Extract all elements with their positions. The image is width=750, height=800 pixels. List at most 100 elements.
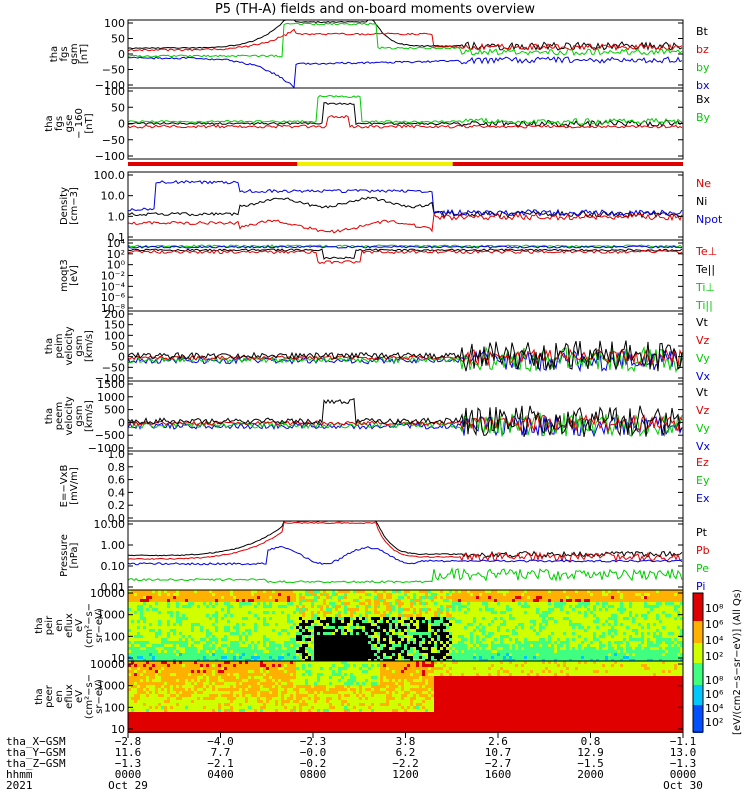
pi-line bbox=[127, 545, 683, 566]
legend-entry: Vy bbox=[696, 422, 710, 435]
legend-entry: Vz bbox=[696, 334, 710, 347]
colorbar-tick: 10⁸ bbox=[705, 674, 724, 687]
y-axis-label: sr−eV) bbox=[94, 608, 105, 643]
legend-entry: Vy bbox=[696, 352, 710, 365]
y-tick-label: −100 bbox=[95, 79, 125, 92]
y-tick-label: 1.0 bbox=[108, 210, 126, 223]
y-tick-label: 150 bbox=[104, 319, 125, 332]
legend-entry: Ex bbox=[696, 492, 710, 505]
region-bar-segment bbox=[128, 162, 298, 166]
y-tick-label: 1500 bbox=[97, 378, 125, 391]
y-axis-label: gsm bbox=[69, 43, 80, 64]
by-line bbox=[127, 22, 683, 58]
y-tick-label: 0 bbox=[118, 351, 125, 364]
vx-line bbox=[127, 414, 683, 438]
y-tick-label: 10⁻⁴ bbox=[101, 280, 126, 293]
legend-entry: by bbox=[696, 61, 710, 74]
x-row-value: −0.0 bbox=[300, 746, 327, 759]
y-tick-label: 100 bbox=[104, 329, 125, 342]
y-axis-label: tha bbox=[44, 408, 55, 424]
y-tick-label: 200 bbox=[104, 308, 125, 321]
x-row-value: −1.3 bbox=[670, 757, 697, 770]
y-axis-label: fgs bbox=[59, 46, 70, 61]
y-tick-label: 10⁰ bbox=[107, 259, 126, 272]
legend-entry: Pi bbox=[696, 580, 705, 593]
y-tick-label: 10 bbox=[111, 652, 125, 665]
region-bar-segment bbox=[297, 162, 453, 166]
y-axis-label: tha bbox=[34, 688, 45, 704]
legend-entry: Vt bbox=[696, 316, 709, 329]
y-tick-label: −50 bbox=[102, 134, 125, 147]
legend-entry: Bt bbox=[696, 25, 709, 38]
legend-entry: bx bbox=[696, 79, 710, 92]
legend-entry: Ez bbox=[696, 456, 709, 469]
x-row-value: 1200 bbox=[392, 768, 419, 781]
legend-entry: Pt bbox=[696, 526, 708, 539]
peir_spec-panel: 10000 1000 100 10 tha peir en eflux eV (cm²−s− sr−… bbox=[34, 587, 684, 665]
pressure-lines bbox=[127, 520, 683, 584]
pb-line bbox=[127, 521, 683, 563]
y-tick-label: 0.10 bbox=[101, 560, 126, 573]
x-row-label: 2021 bbox=[6, 779, 33, 792]
x-row-value: 12.9 bbox=[577, 746, 604, 759]
legend-entry: Ni bbox=[696, 195, 707, 208]
y-axis-label: gse bbox=[64, 115, 75, 133]
vt-line bbox=[127, 340, 683, 372]
x-row-value: 1600 bbox=[485, 768, 512, 781]
y-tick-label: 10⁻⁸ bbox=[101, 302, 126, 315]
bt-line bbox=[127, 19, 683, 52]
y-tick-label: 50 bbox=[111, 33, 125, 46]
legend-entry: Vz bbox=[696, 404, 710, 417]
y-tick-label: −100 bbox=[95, 372, 125, 385]
x-row-value: 11.6 bbox=[115, 746, 142, 759]
x-row-value: −2.2 bbox=[392, 757, 419, 770]
y-tick-label: −500 bbox=[95, 429, 125, 442]
y-axis-label: [mV/m] bbox=[69, 467, 80, 505]
y-axis-label: gsm bbox=[74, 335, 85, 356]
y-tick-label: 100 bbox=[104, 85, 125, 98]
colorbar-tick: 10⁸ bbox=[705, 602, 724, 615]
colorbar-frame bbox=[692, 592, 704, 733]
pe-line bbox=[127, 567, 683, 584]
vt-line bbox=[127, 397, 683, 438]
x-row-value: 0800 bbox=[300, 768, 327, 781]
y-axis-label: peer bbox=[44, 684, 55, 708]
y-tick-label: 1000 bbox=[97, 609, 125, 622]
legend-entry: bz bbox=[696, 43, 709, 56]
y-tick-label: 10.00 bbox=[94, 518, 126, 531]
y-tick-label: 0.0 bbox=[108, 512, 126, 525]
y-axis-label: eV bbox=[74, 619, 85, 632]
y-tick-label: 10000 bbox=[90, 658, 125, 671]
y-axis-label: velocity bbox=[64, 326, 75, 365]
x-row-value: 13.0 bbox=[670, 746, 697, 759]
y-axis-label: [eV] bbox=[69, 265, 80, 286]
legend-entry: Pe bbox=[696, 562, 709, 575]
y-tick-label: 1.00 bbox=[101, 539, 126, 552]
bz-line bbox=[127, 114, 683, 129]
y-tick-label: 1000 bbox=[97, 680, 125, 693]
legend-entry: Vx bbox=[696, 370, 711, 383]
y-tick-label: 0.01 bbox=[101, 581, 126, 594]
ni-line bbox=[127, 196, 683, 219]
y-tick-label: 10⁴ bbox=[107, 237, 126, 250]
x-row-value: 6.2 bbox=[396, 746, 416, 759]
y-axis-label: [km/s] bbox=[84, 400, 95, 432]
colorbar-tick: 10⁶ bbox=[705, 688, 724, 701]
colorbar-tick: 10² bbox=[705, 650, 723, 663]
y-tick-label: 0 bbox=[118, 416, 125, 429]
npot-line bbox=[127, 179, 683, 217]
y-tick-label: 0.8 bbox=[108, 461, 126, 474]
y-axis-label: velocity bbox=[64, 396, 75, 435]
electron-spectrogram bbox=[128, 661, 683, 733]
fgs_gse-lines bbox=[127, 94, 683, 129]
y-tick-label: 0.6 bbox=[108, 474, 126, 487]
x-row-value: 0.8 bbox=[581, 735, 601, 748]
peem_velocity-lines bbox=[127, 397, 683, 438]
y-axis-label: sr−eV) bbox=[94, 679, 105, 714]
x-row-value: −2.3 bbox=[300, 735, 327, 748]
colorbar-tick: 10⁴ bbox=[705, 702, 724, 715]
y-tick-label: 10⁻² bbox=[101, 270, 125, 283]
